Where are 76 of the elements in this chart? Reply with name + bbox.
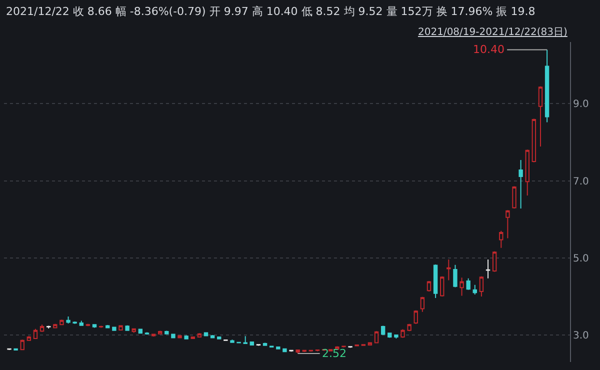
candlestick bbox=[440, 276, 444, 297]
candlestick bbox=[164, 330, 169, 335]
candlestick bbox=[46, 325, 51, 329]
candlestick bbox=[466, 278, 470, 290]
candlestick bbox=[420, 296, 425, 312]
candlestick bbox=[486, 258, 490, 279]
candlestick bbox=[400, 328, 405, 338]
candlestick bbox=[426, 280, 432, 292]
candlestick bbox=[453, 264, 458, 288]
candlestick bbox=[296, 349, 300, 354]
candlestick bbox=[60, 319, 64, 326]
candlestick bbox=[125, 324, 130, 332]
candlestick bbox=[118, 324, 123, 331]
candlestick bbox=[492, 250, 497, 272]
annotation: 10.40 bbox=[473, 43, 504, 56]
candlestick bbox=[171, 333, 176, 339]
chart-subtitle: 2021/08/19-2021/12/22(83日) bbox=[418, 27, 568, 38]
candlestick bbox=[374, 330, 379, 344]
candlestick bbox=[243, 336, 248, 344]
candlestick bbox=[92, 324, 97, 328]
candlestick bbox=[518, 159, 523, 210]
candlestick bbox=[20, 339, 24, 351]
candlestick bbox=[158, 330, 162, 335]
candlestick bbox=[230, 339, 234, 344]
candlestick bbox=[433, 264, 438, 298]
candlestick bbox=[446, 258, 451, 281]
candlestick bbox=[151, 333, 156, 338]
candlestick bbox=[86, 323, 90, 327]
candlestick bbox=[144, 332, 150, 336]
candlestick bbox=[361, 344, 366, 346]
candlestick bbox=[328, 348, 333, 352]
candlestick bbox=[33, 328, 38, 340]
annotation: 2.52 bbox=[322, 347, 346, 360]
candlestick bbox=[368, 342, 372, 346]
candlestick bbox=[289, 350, 294, 352]
candlestick bbox=[26, 336, 32, 342]
candlestick bbox=[112, 326, 116, 332]
candlestick bbox=[217, 336, 222, 340]
candlestick bbox=[184, 334, 188, 340]
candlestick bbox=[544, 49, 550, 123]
candlestick bbox=[512, 186, 516, 210]
y-tick-label: 9.0 bbox=[573, 99, 589, 110]
candlestick bbox=[388, 332, 392, 338]
candlestick bbox=[538, 86, 543, 147]
candlestick bbox=[499, 230, 504, 248]
candlestick bbox=[348, 346, 352, 348]
candlestick bbox=[394, 334, 398, 339]
candlestick bbox=[282, 348, 287, 352]
candlestick bbox=[525, 149, 530, 196]
candlestick bbox=[276, 346, 280, 350]
candlestick bbox=[204, 332, 208, 337]
candlestick bbox=[380, 325, 386, 336]
candlestick bbox=[354, 344, 359, 347]
candlestick bbox=[269, 345, 274, 348]
candlestick bbox=[66, 316, 70, 324]
candlestick bbox=[506, 210, 510, 239]
candlestick bbox=[138, 328, 143, 334]
candlestick bbox=[53, 323, 58, 329]
candlestick bbox=[256, 344, 261, 346]
candlestick bbox=[342, 345, 346, 348]
candlestick bbox=[79, 320, 84, 326]
y-tick-label: 5.0 bbox=[573, 253, 589, 264]
candlestick bbox=[532, 118, 536, 163]
candlestick bbox=[14, 348, 18, 351]
candlestick bbox=[7, 348, 12, 351]
candlestick bbox=[479, 276, 484, 297]
candlestick bbox=[472, 284, 478, 296]
candlestick bbox=[407, 323, 412, 332]
candlestick bbox=[40, 324, 44, 332]
y-tick-label: 7.0 bbox=[573, 176, 589, 188]
candlestick bbox=[197, 332, 202, 338]
candlestick bbox=[460, 277, 464, 296]
candlestick bbox=[262, 342, 268, 346]
candlestick bbox=[414, 310, 418, 324]
y-tick-label: 3.0 bbox=[573, 330, 589, 342]
chart-title: 2021/12/22 收 8.66 幅 -8.36%(-0.79) 开 9.97 高 10.40 低 8.52 均 9.52 量 152万 换 17.96% 振 19.8 bbox=[6, 5, 536, 18]
